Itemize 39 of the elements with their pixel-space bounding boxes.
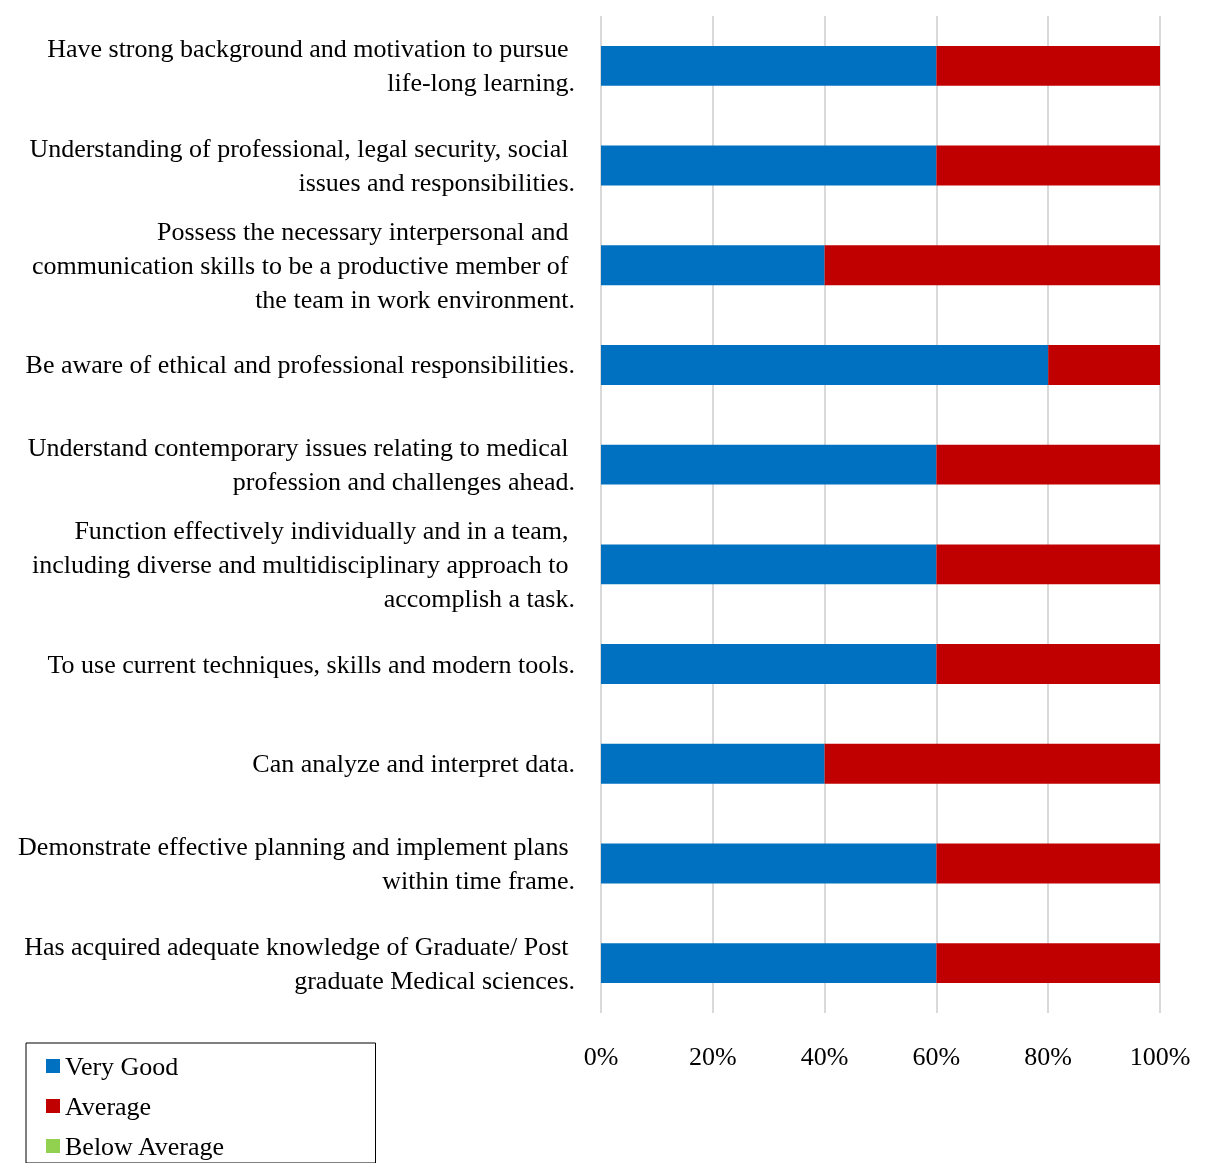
- y-tick-label: Be aware of ethical and professional responsibilities.: [25, 350, 575, 380]
- bar: [824, 743, 1160, 784]
- bar: [936, 444, 1160, 485]
- y-tick-label: Possess the necessary interpersonal and communication skills to be a productive member of the team in work environment.: [32, 216, 575, 314]
- x-tick-label: 60%: [912, 1041, 961, 1071]
- bar: [601, 644, 937, 684]
- y-tick-label: Understand contemporary issues relating to medical profession and challenges ahead.: [27, 433, 575, 497]
- bar: [936, 843, 1160, 884]
- bar: [1048, 345, 1160, 385]
- bar: [936, 943, 1160, 984]
- y-tick-label: Function effectively individually and in a team, including diverse and multidisciplinary approach to accomplish a task.: [32, 515, 575, 613]
- bar: [601, 145, 937, 186]
- bar: [601, 45, 937, 86]
- y-tick-label: Have strong background and motivation to pursue life-long learning.: [47, 34, 575, 98]
- bar: [601, 345, 1049, 385]
- bar: [601, 843, 937, 884]
- y-tick-label: Understanding of professional, legal security, social issues and responsibilities.: [29, 134, 575, 198]
- bar: [601, 943, 937, 984]
- bar: [601, 245, 825, 286]
- y-tick-label: To use current techniques, skills and modern tools.: [47, 649, 575, 679]
- legend-label: Very Good: [65, 1051, 309, 1081]
- legend-label: Average: [65, 1091, 282, 1121]
- x-tick-label: 20%: [688, 1041, 737, 1071]
- y-tick-label: Can analyze and interpret data.: [252, 749, 575, 779]
- x-tick-label: 80%: [1024, 1041, 1073, 1071]
- bar: [936, 145, 1160, 186]
- bar: [601, 444, 937, 485]
- bar: [601, 743, 825, 784]
- y-tick-label: Has acquired adequate knowledge of Graduate/ Post graduate Medical sciences.: [24, 931, 575, 995]
- x-tick-label: 40%: [800, 1041, 849, 1071]
- bar: [936, 644, 1160, 684]
- bar: [936, 544, 1160, 585]
- x-tick-label: 100%: [1129, 1041, 1191, 1071]
- legend-label: Below Average: [65, 1131, 355, 1161]
- bar: [601, 544, 937, 585]
- bar: [936, 45, 1160, 86]
- y-tick-label: Demonstrate effective planning and implement plans within time frame.: [18, 831, 575, 895]
- bar: [824, 245, 1160, 286]
- x-tick-label: 0%: [583, 1041, 619, 1071]
